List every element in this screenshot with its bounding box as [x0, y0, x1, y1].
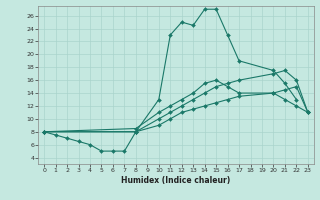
X-axis label: Humidex (Indice chaleur): Humidex (Indice chaleur): [121, 176, 231, 185]
